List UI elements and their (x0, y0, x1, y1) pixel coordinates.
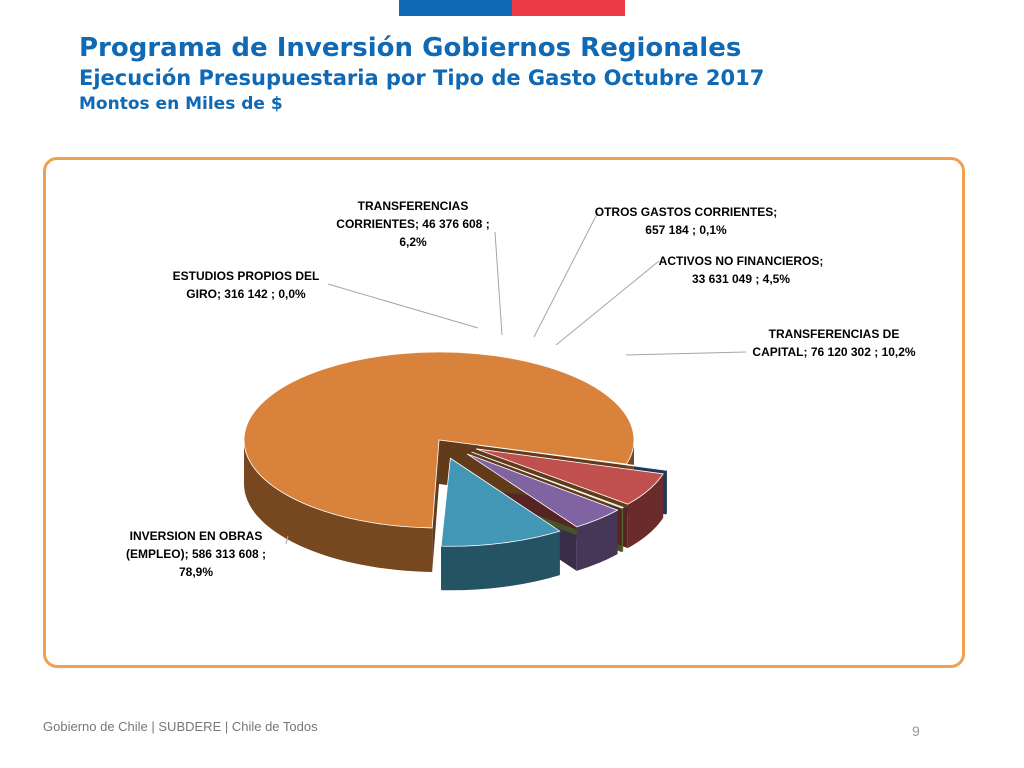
page-title: Programa de Inversión Gobiernos Regional… (79, 33, 742, 63)
pie-side-1 (666, 469, 667, 515)
pie-slice-2 (476, 448, 664, 505)
pie-side-0 (244, 440, 433, 572)
chart-frame: INVERSION EN OBRAS (EMPLEO); 586 313 608 … (43, 157, 965, 668)
leader-line-4 (555, 260, 660, 346)
leader-line-3 (533, 211, 599, 338)
slice-label-0: INVERSION EN OBRAS (EMPLEO); 586 313 608 … (126, 529, 266, 579)
slice-label-5: TRANSFERENCIAS DE CAPITAL; 76 120 302 ; 1… (752, 327, 916, 359)
leader-line-5 (625, 351, 747, 356)
page-number: 9 (912, 723, 920, 739)
leader-line-0 (285, 535, 289, 545)
flag-bar-red (512, 0, 625, 16)
leader-line-2 (494, 231, 503, 336)
slice-label-3: OTROS GASTOS CORRIENTES; 657 184 ; 0,1% (595, 205, 777, 237)
pie-side-4 (576, 510, 618, 571)
pie-side-2 (627, 473, 664, 549)
flag-bar-blue (399, 0, 512, 16)
slice-label-2: TRANSFERENCIAS CORRIENTES; 46 376 608 ; 6,… (336, 199, 489, 249)
pie-side-3 (621, 507, 624, 553)
pie-slice-4 (467, 453, 619, 528)
footer-text: Gobierno de Chile | SUBDERE | Chile de T… (43, 719, 318, 734)
leader-line-1 (327, 283, 479, 329)
page-subtitle: Ejecución Presupuestaria por Tipo de Gas… (79, 66, 765, 90)
pie-slice-5 (440, 457, 561, 547)
pie-slice-0 (243, 351, 635, 529)
pie-chart: INVERSION EN OBRAS (EMPLEO); 586 313 608 … (126, 199, 916, 591)
slice-label-4: ACTIVOS NO FINANCIEROS; 33 631 049 ; 4,5% (659, 254, 824, 286)
pie-slice-1 (479, 444, 668, 471)
units-note: Montos en Miles de $ (79, 94, 283, 114)
pie-slice-3 (471, 451, 625, 509)
title-block: Programa de Inversión Gobiernos Regional… (79, 32, 764, 116)
slice-label-1: ESTUDIOS PROPIOS DEL GIRO; 316 142 ; 0,0% (173, 269, 320, 301)
pie-edge-0-0 (432, 440, 439, 572)
